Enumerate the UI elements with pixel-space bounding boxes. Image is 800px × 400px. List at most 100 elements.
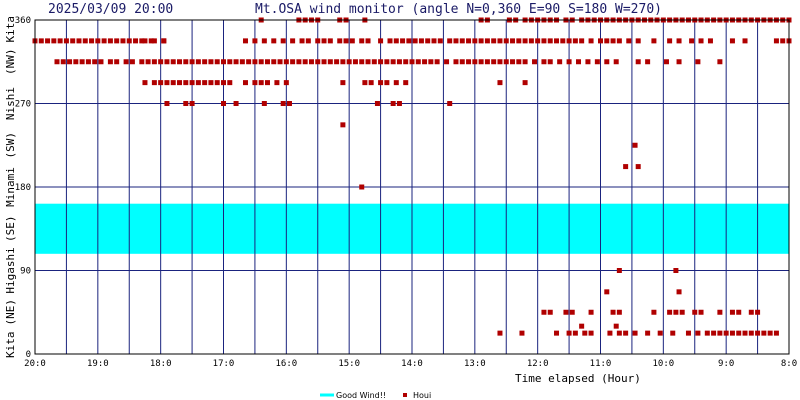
wind-direction-point [246, 59, 252, 65]
wind-direction-point [151, 80, 157, 86]
wind-direction-point [736, 330, 742, 336]
wind-direction-point [107, 59, 113, 65]
wind-direction-point [472, 59, 478, 65]
wind-direction-point [569, 309, 575, 315]
wind-direction-point [780, 38, 786, 44]
x-tick-label: 18:0 [150, 359, 172, 369]
wind-direction-point [390, 59, 396, 65]
wind-direction-point [76, 38, 82, 44]
wind-direction-point [616, 330, 622, 336]
wind-direction-point [365, 38, 371, 44]
wind-direction-point [261, 38, 267, 44]
wind-direction-point [305, 38, 311, 44]
wind-direction-point [729, 309, 735, 315]
y-tick-label: 270 [15, 100, 31, 110]
wind-direction-point [541, 38, 547, 44]
wind-direction-point [274, 80, 280, 86]
wind-direction-point [594, 59, 600, 65]
wind-direction-point [271, 59, 277, 65]
wind-direction-point [384, 80, 390, 86]
wind-direction-point [412, 38, 418, 44]
wind-direction-point [588, 309, 594, 315]
wind-direction-point [183, 101, 189, 106]
wind-direction-point [290, 38, 296, 44]
wind-direction-point [242, 38, 248, 44]
wind-direction-point [208, 59, 214, 65]
wind-direction-point [368, 80, 374, 86]
wind-direction-point [315, 59, 321, 65]
wind-direction-point [151, 59, 157, 65]
wind-direction-point [252, 38, 258, 44]
wind-direction-point [133, 38, 139, 44]
wind-direction-point [428, 59, 434, 65]
wind-direction-point [582, 330, 588, 336]
wind-direction-point [89, 38, 95, 44]
wind-direction-point [189, 101, 195, 106]
wind-direction-point [503, 59, 509, 65]
wind-direction-point [195, 59, 201, 65]
wind-direction-point [717, 309, 723, 315]
wind-direction-point [233, 59, 239, 65]
wind-direction-point [396, 59, 402, 65]
wind-direction-point [403, 59, 409, 65]
wind-direction-point [736, 309, 742, 315]
wind-direction-point [510, 59, 516, 65]
y-direction-label: Minami [4, 167, 17, 207]
wind-direction-point [522, 80, 528, 86]
wind-direction-point [560, 38, 566, 44]
wind-direction-point [632, 330, 638, 336]
wind-direction-point [623, 330, 629, 336]
wind-direction-point [387, 38, 393, 44]
wind-direction-point [604, 289, 610, 295]
wind-direction-point [459, 38, 465, 44]
wind-direction-point [447, 38, 453, 44]
y-direction-labels: Kita (NE) Higashi (SE) Minami (SW) Nishi (NW) Ki… [4, 16, 17, 358]
x-tick-label: 12:0 [527, 359, 549, 369]
wind-direction-point [585, 59, 591, 65]
wind-direction-point [510, 38, 516, 44]
wind-direction-point [466, 59, 472, 65]
wind-direction-point [563, 309, 569, 315]
wind-direction-point [164, 101, 170, 106]
wind-direction-point [79, 59, 85, 65]
wind-direction-point [261, 101, 267, 106]
wind-direction-point [623, 164, 629, 170]
wind-direction-point [466, 38, 472, 44]
wind-direction-point [177, 80, 183, 86]
x-axis-label: Time elapsed (Hour) [515, 372, 641, 385]
wind-direction-point [651, 309, 657, 315]
wind-direction-point [572, 38, 578, 44]
legend-houi-label: Houi [413, 391, 431, 400]
x-tick-label: 9:0 [718, 359, 734, 369]
x-tick-label: 15:0 [338, 359, 360, 369]
wind-direction-point [572, 330, 578, 336]
wind-direction-point [519, 330, 525, 336]
x-tick-label: 17:0 [213, 359, 235, 369]
wind-direction-point [717, 59, 723, 65]
wind-direction-point [158, 80, 164, 86]
wind-direction-point [613, 59, 619, 65]
wind-direction-point [444, 59, 450, 65]
wind-direction-point [437, 38, 443, 44]
wind-direction-point [447, 101, 453, 106]
wind-direction-point [453, 59, 459, 65]
wind-direction-point [554, 330, 560, 336]
wind-direction-point [406, 38, 412, 44]
wind-direction-point [340, 122, 346, 128]
chart-timestamp: 2025/03/09 20:00 [48, 2, 173, 17]
wind-direction-point [576, 59, 582, 65]
wind-direction-point [101, 38, 107, 44]
y-tick-label: 360 [15, 16, 31, 26]
wind-direction-point [334, 59, 340, 65]
wind-direction-point [362, 80, 368, 86]
wind-direction-point [532, 59, 538, 65]
wind-direction-point [82, 38, 88, 44]
wind-direction-point [252, 59, 258, 65]
wind-direction-point [755, 330, 761, 336]
wind-direction-point [616, 309, 622, 315]
wind-direction-point [123, 59, 129, 65]
wind-direction-point [170, 80, 176, 86]
x-tick-label: 8:0 [781, 359, 797, 369]
wind-direction-point [676, 59, 682, 65]
wind-direction-point [478, 59, 484, 65]
